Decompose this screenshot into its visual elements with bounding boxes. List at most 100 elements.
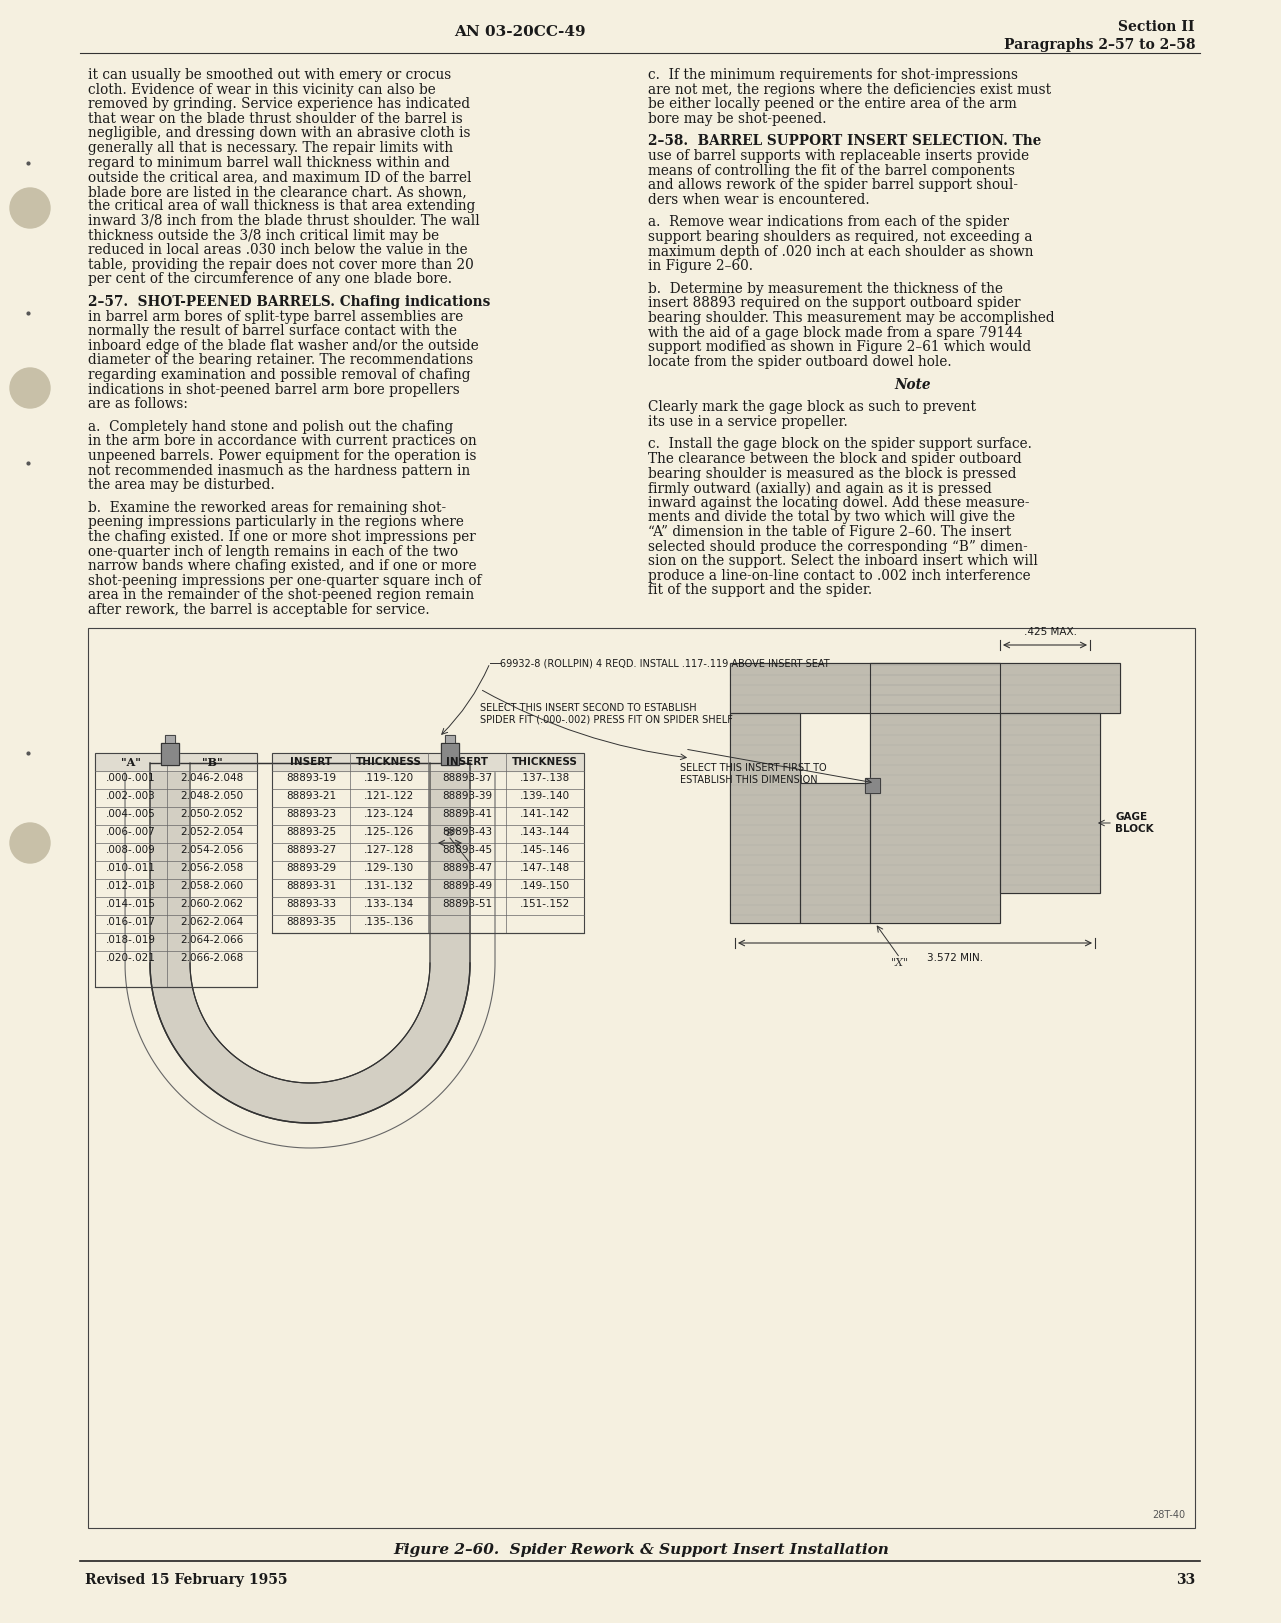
Text: "B": "B" [201,756,223,768]
Text: "A": "A" [122,756,141,768]
Text: GAGE
BLOCK: GAGE BLOCK [1114,812,1154,834]
Text: 2.060-2.062: 2.060-2.062 [181,899,243,909]
Text: indications in shot-peened barrel arm bore propellers: indications in shot-peened barrel arm bo… [88,383,460,396]
Text: the chafing existed. If one or more shot impressions per: the chafing existed. If one or more shot… [88,531,475,544]
Text: .008-.009: .008-.009 [106,846,156,855]
Text: SELECT THIS INSERT FIRST TO
ESTABLISH THIS DIMENSION: SELECT THIS INSERT FIRST TO ESTABLISH TH… [680,763,826,784]
Bar [161,743,179,764]
Text: 88893-43: 88893-43 [442,828,492,837]
Text: 88893-23: 88893-23 [286,808,336,820]
Text: fit of the support and the spider.: fit of the support and the spider. [648,583,872,597]
Text: bearing shoulder. This measurement may be accomplished: bearing shoulder. This measurement may b… [648,312,1054,325]
Text: ders when wear is encountered.: ders when wear is encountered. [648,193,870,206]
Text: c.  If the minimum requirements for shot-impressions: c. If the minimum requirements for shot-… [648,68,1018,83]
Text: Figure 2–60.  Spider Rework & Support Insert Installation: Figure 2–60. Spider Rework & Support Ins… [393,1543,889,1556]
Text: diameter of the bearing retainer. The recommendations: diameter of the bearing retainer. The re… [88,354,473,367]
Text: .145-.146: .145-.146 [520,846,570,855]
Bar [95,753,257,987]
Text: The clearance between the block and spider outboard: The clearance between the block and spid… [648,451,1022,466]
Text: .006-.007: .006-.007 [106,828,156,837]
Text: 2.056-2.058: 2.056-2.058 [181,863,243,873]
Text: table, providing the repair does not cover more than 20: table, providing the repair does not cov… [88,258,474,271]
Text: .151-.152: .151-.152 [520,899,570,909]
Text: .133-.134: .133-.134 [364,899,414,909]
Text: 88893-35: 88893-35 [286,917,336,927]
Bar [272,753,584,771]
Bar [95,753,257,771]
Text: 2.054-2.056: 2.054-2.056 [181,846,243,855]
Text: support modified as shown in Figure 2–61 which would: support modified as shown in Figure 2–61… [648,341,1031,354]
Text: peening impressions particularly in the regions where: peening impressions particularly in the … [88,516,464,529]
Text: generally all that is necessary. The repair limits with: generally all that is necessary. The rep… [88,141,453,156]
Polygon shape [150,763,470,1123]
Text: .425 MAX.: .425 MAX. [1024,626,1076,636]
Text: Paragraphs 2–57 to 2–58: Paragraphs 2–57 to 2–58 [1003,37,1195,52]
Text: .139-.140: .139-.140 [520,790,570,802]
Bar [730,712,801,923]
Text: firmly outward (axially) and again as it is pressed: firmly outward (axially) and again as it… [648,480,991,495]
Text: are as follows:: are as follows: [88,398,188,411]
Text: “A” dimension in the table of Figure 2–60. The insert: “A” dimension in the table of Figure 2–6… [648,524,1011,539]
Text: that wear on the blade thrust shoulder of the barrel is: that wear on the blade thrust shoulder o… [88,112,462,127]
Text: normally the result of barrel surface contact with the: normally the result of barrel surface co… [88,325,457,338]
Text: locate from the spider outboard dowel hole.: locate from the spider outboard dowel ho… [648,355,952,368]
Text: narrow bands where chafing existed, and if one or more: narrow bands where chafing existed, and … [88,560,477,573]
Text: not recommended inasmuch as the hardness pattern in: not recommended inasmuch as the hardness… [88,464,470,477]
Text: per cent of the circumference of any one blade bore.: per cent of the circumference of any one… [88,273,452,286]
Text: in Figure 2–60.: in Figure 2–60. [648,260,753,273]
Text: Section II: Section II [1118,19,1195,34]
Text: 2.062-2.064: 2.062-2.064 [181,917,243,927]
Circle shape [10,823,50,863]
Bar [165,735,175,743]
Text: inboard edge of the blade flat washer and/or the outside: inboard edge of the blade flat washer an… [88,339,479,352]
Text: area in the remainder of the shot-peened region remain: area in the remainder of the shot-peened… [88,589,474,602]
Text: INSERT: INSERT [290,756,332,768]
Text: reduced in local areas .030 inch below the value in the: reduced in local areas .030 inch below t… [88,243,468,256]
Bar [801,782,870,923]
Text: in the arm bore in accordance with current practices on: in the arm bore in accordance with curre… [88,435,477,448]
Text: AN 03-20CC-49: AN 03-20CC-49 [455,24,585,39]
Text: it can usually be smoothed out with emery or crocus: it can usually be smoothed out with emer… [88,68,451,83]
Bar [441,743,459,764]
Text: maximum depth of .020 inch at each shoulder as shown: maximum depth of .020 inch at each shoul… [648,245,1034,258]
Text: .123-.124: .123-.124 [364,808,414,820]
Text: 88893-41: 88893-41 [442,808,492,820]
Text: .012-.013: .012-.013 [106,881,156,891]
Bar [870,664,1000,923]
Text: INSERT: INSERT [446,756,488,768]
Text: the area may be disturbed.: the area may be disturbed. [88,479,274,492]
Text: .016-.017: .016-.017 [106,917,156,927]
Text: .137-.138: .137-.138 [520,773,570,782]
Text: .127-.128: .127-.128 [364,846,414,855]
Text: 3.572 MIN.: 3.572 MIN. [927,953,983,962]
Text: .135-.136: .135-.136 [364,917,414,927]
Bar [88,628,1195,1527]
Text: 88893-33: 88893-33 [286,899,336,909]
Bar [1000,712,1100,893]
Text: insert 88893 required on the support outboard spider: insert 88893 required on the support out… [648,297,1021,310]
Text: 2.048-2.050: 2.048-2.050 [181,790,243,802]
Text: THICKNESS: THICKNESS [356,756,421,768]
Text: .131-.132: .131-.132 [364,881,414,891]
Text: 88893-45: 88893-45 [442,846,492,855]
Text: removed by grinding. Service experience has indicated: removed by grinding. Service experience … [88,97,470,112]
Text: 2.064-2.066: 2.064-2.066 [181,935,243,945]
Text: 2–57.  SHOT-PEENED BARRELS. Chafing indications: 2–57. SHOT-PEENED BARRELS. Chafing indic… [88,295,491,308]
Text: inward 3/8 inch from the blade thrust shoulder. The wall: inward 3/8 inch from the blade thrust sh… [88,214,480,227]
Text: 88893-31: 88893-31 [286,881,336,891]
Text: 88893-47: 88893-47 [442,863,492,873]
Bar [865,777,880,794]
Text: "X": "X" [892,958,910,967]
Text: 69932-8 (ROLLPIN) 4 REQD. INSTALL .117-.119 ABOVE INSERT SEAT: 69932-8 (ROLLPIN) 4 REQD. INSTALL .117-.… [500,657,830,669]
Text: negligible, and dressing down with an abrasive cloth is: negligible, and dressing down with an ab… [88,127,470,141]
Text: .004-.005: .004-.005 [106,808,156,820]
Text: shot-peening impressions per one-quarter square inch of: shot-peening impressions per one-quarter… [88,575,482,588]
Text: with the aid of a gage block made from a spare 79144: with the aid of a gage block made from a… [648,326,1022,339]
Text: 88893-51: 88893-51 [442,899,492,909]
Text: 88893-27: 88893-27 [286,846,336,855]
Text: one-quarter inch of length remains in each of the two: one-quarter inch of length remains in ea… [88,545,459,558]
Text: thickness outside the 3/8 inch critical limit may be: thickness outside the 3/8 inch critical … [88,229,439,242]
Text: .018-.019: .018-.019 [106,935,156,945]
Text: 33: 33 [1176,1573,1195,1587]
Text: unpeened barrels. Power equipment for the operation is: unpeened barrels. Power equipment for th… [88,450,477,463]
